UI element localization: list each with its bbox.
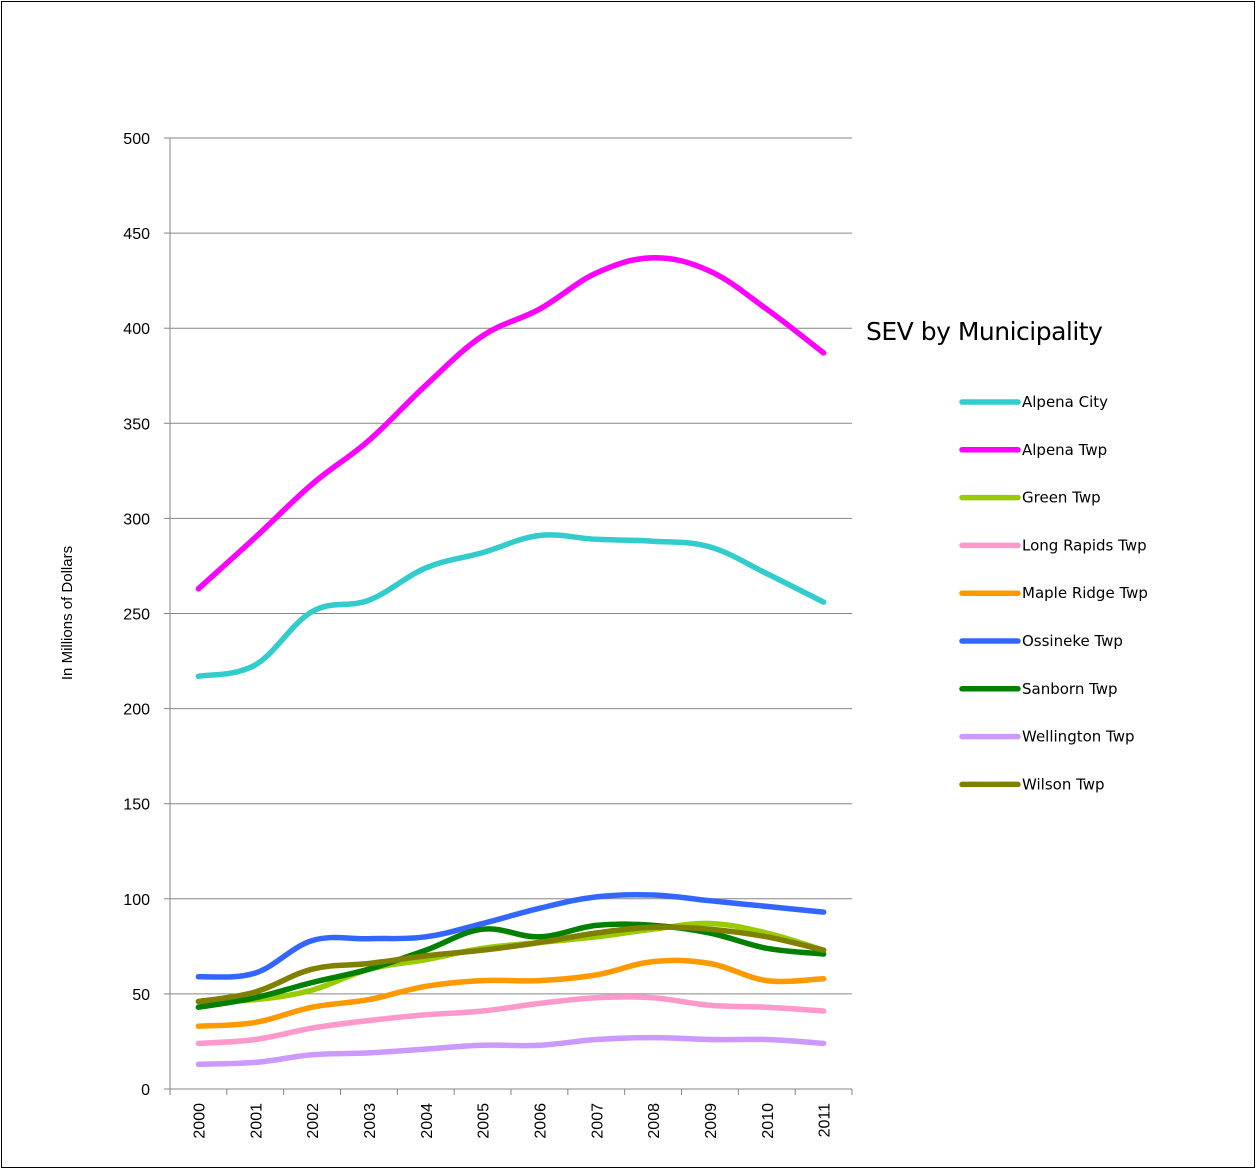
x-tick-label: 2003 [362, 1103, 379, 1139]
legend-item-alpena-twp: Alpena Twp [959, 441, 1107, 459]
y-axis-label: In Millions of Dollars [59, 546, 76, 680]
x-tick-label: 2001 [248, 1103, 265, 1139]
x-tick-label: 2008 [646, 1103, 663, 1139]
series-line-alpena-city [195, 532, 827, 680]
x-tick-label: 2005 [476, 1103, 493, 1139]
y-tick-label: 300 [123, 511, 150, 528]
legend-label: Maple Ridge Twp [1022, 584, 1148, 602]
y-tick-label: 500 [123, 131, 150, 148]
legend: Alpena City Alpena Twp Green Twp Long Rapid… [959, 393, 1148, 793]
series-line-sanborn-twp [195, 921, 827, 1010]
y-tick-label: 350 [123, 416, 150, 433]
x-tick-label: 2006 [532, 1103, 549, 1139]
series-line-wilson-twp [195, 924, 827, 1005]
y-tick-label: 450 [123, 226, 150, 243]
x-tick-label: 2004 [419, 1103, 436, 1139]
chart-title: SEV by Municipality [866, 317, 1103, 346]
legend-item-ossineke-twp: Ossineke Twp [959, 632, 1123, 650]
legend-item-alpena-city: Alpena City [959, 393, 1108, 411]
series-line-alpena-twp [195, 255, 827, 592]
series-line-wellington-twp [195, 1034, 827, 1068]
legend-item-green-twp: Green Twp [959, 489, 1101, 507]
legend-item-sanborn-twp: Sanborn Twp [959, 680, 1118, 698]
y-tick-label: 0 [141, 1082, 150, 1099]
legend-label: Ossineke Twp [1022, 632, 1123, 650]
y-tick-label: 100 [123, 892, 150, 909]
legend-item-long-rapids-twp: Long Rapids Twp [959, 536, 1147, 554]
legend-label: Sanborn Twp [1022, 680, 1118, 698]
y-tick-label: 150 [123, 797, 150, 814]
x-tick-label: 2010 [760, 1103, 777, 1139]
y-tick-label: 250 [123, 607, 150, 624]
legend-label: Wellington Twp [1022, 728, 1135, 746]
legend-label: Wilson Twp [1022, 775, 1105, 793]
x-tick-label: 2000 [191, 1103, 208, 1139]
axes: 0 50 100 150 200 250 300 350 400 450 500 2000 2001 20… [123, 131, 853, 1139]
y-tick-label: 400 [123, 321, 150, 338]
series-lines [195, 255, 827, 1068]
x-tick-label: 2011 [817, 1103, 834, 1138]
legend-label: Alpena Twp [1022, 441, 1107, 459]
legend-label: Long Rapids Twp [1022, 536, 1147, 554]
series-line-ossineke-twp [195, 891, 827, 980]
legend-label: Alpena City [1022, 393, 1108, 411]
x-tick-label: 2002 [305, 1103, 322, 1139]
y-tick-label: 200 [123, 702, 150, 719]
y-tick-label: 50 [132, 987, 150, 1004]
legend-label: Green Twp [1022, 489, 1101, 507]
legend-item-maple-ridge-twp: Maple Ridge Twp [959, 584, 1148, 602]
series-line-long-rapids-twp [195, 994, 827, 1047]
x-tick-label: 2009 [703, 1103, 720, 1139]
legend-item-wellington-twp: Wellington Twp [959, 728, 1135, 746]
series-line-maple-ridge-twp [195, 957, 827, 1029]
legend-item-wilson-twp: Wilson Twp [959, 775, 1105, 793]
x-tick-label: 2007 [589, 1103, 606, 1139]
